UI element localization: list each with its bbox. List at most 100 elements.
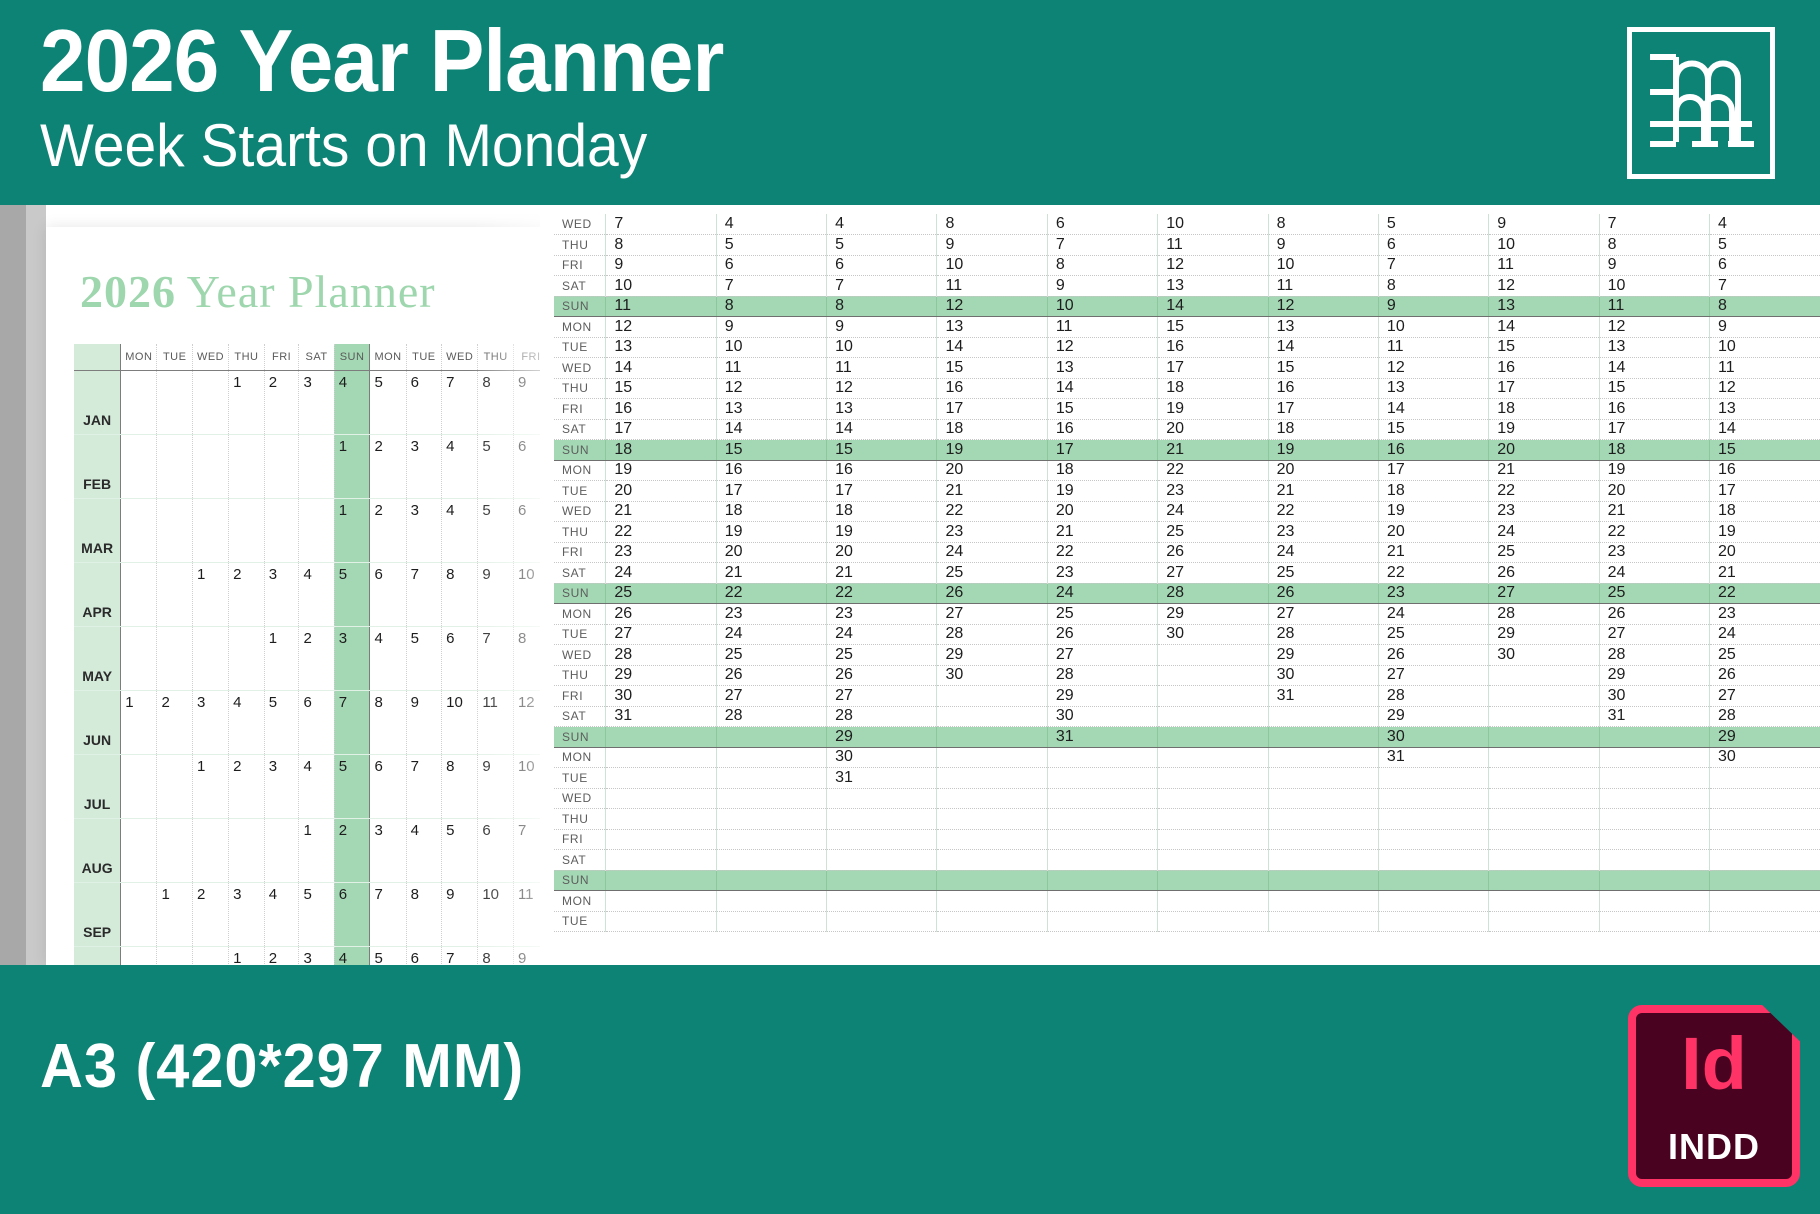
vp-day-label: TUE bbox=[554, 624, 606, 645]
vp-date-cell: 16 bbox=[715, 460, 827, 481]
vp-date-cell bbox=[1046, 767, 1158, 789]
vp-date-cell bbox=[936, 829, 1048, 850]
vp-date-cell: 30 bbox=[1046, 706, 1158, 727]
left-preview-title: 2026 Year Planner bbox=[80, 265, 436, 318]
vp-date-cell: 12 bbox=[1157, 255, 1269, 276]
vp-date-cell: 29 bbox=[1598, 665, 1710, 686]
hp-day-cell: 2 bbox=[264, 946, 300, 965]
vp-date-cell: 9 bbox=[936, 234, 1048, 256]
vp-day-row: MON 26 23 23 27 25 29 27 24 28 26 23 bbox=[554, 603, 1820, 625]
vp-day-label: WED bbox=[554, 214, 606, 235]
hp-day-cell: 6 bbox=[369, 754, 407, 819]
hp-day-cell: 4 bbox=[406, 818, 443, 883]
vp-date-cell: 9 bbox=[1046, 275, 1158, 297]
vp-date-cell bbox=[1157, 808, 1269, 830]
vp-date-cell bbox=[1157, 829, 1269, 850]
vp-date-cell: 30 bbox=[1598, 685, 1710, 707]
vp-date-cell bbox=[605, 788, 717, 809]
vp-date-cell: 23 bbox=[1709, 603, 1820, 625]
vp-date-cell: 23 bbox=[1157, 480, 1269, 502]
vp-day-label: TUE bbox=[554, 911, 606, 932]
vp-date-cell: 8 bbox=[1709, 296, 1820, 317]
hp-day-cell: 2 bbox=[298, 626, 335, 691]
vp-day-label: WED bbox=[554, 501, 606, 522]
vp-date-cell: 21 bbox=[1598, 501, 1710, 522]
vp-date-cell bbox=[1157, 870, 1269, 891]
vp-date-cell: 24 bbox=[1377, 603, 1489, 625]
vp-date-cell: 28 bbox=[1157, 583, 1269, 604]
vp-date-cell bbox=[1046, 849, 1158, 871]
hp-day-cell: 4 bbox=[334, 370, 371, 435]
vp-date-cell bbox=[1598, 890, 1710, 912]
vp-date-cell: 31 bbox=[1046, 726, 1158, 748]
hp-day-cell bbox=[228, 626, 265, 691]
vp-date-cell: 26 bbox=[715, 665, 827, 686]
hp-day-cell: 5 bbox=[406, 626, 443, 691]
vp-date-cell: 22 bbox=[1267, 501, 1379, 522]
vp-date-cell bbox=[605, 849, 717, 871]
vp-date-cell bbox=[936, 911, 1048, 932]
hp-day-cell: 7 bbox=[406, 562, 443, 627]
vp-date-cell: 24 bbox=[1046, 583, 1158, 604]
vp-date-cell bbox=[1598, 870, 1710, 891]
logo-svg bbox=[1650, 54, 1754, 147]
hp-month-label: SEP bbox=[74, 882, 122, 947]
vp-date-cell: 10 bbox=[715, 337, 827, 358]
hp-day-cell: 1 bbox=[264, 626, 300, 691]
vp-date-cell: 23 bbox=[715, 603, 827, 625]
vp-date-cell bbox=[1488, 870, 1600, 891]
hp-day-cell: 1 bbox=[192, 754, 230, 819]
vp-date-cell: 13 bbox=[1157, 275, 1269, 297]
vp-date-cell: 24 bbox=[1598, 562, 1710, 584]
hp-day-cell: 6 bbox=[298, 690, 335, 755]
vp-date-cell: 19 bbox=[1046, 480, 1158, 502]
vp-date-cell: 15 bbox=[936, 357, 1048, 379]
vp-date-cell: 13 bbox=[715, 398, 827, 420]
vp-day-row: WED 21 18 18 22 20 24 22 19 23 21 18 bbox=[554, 501, 1820, 522]
vp-date-cell bbox=[1157, 644, 1269, 666]
hp-month-row: AUG123456789 bbox=[74, 818, 620, 883]
vp-date-cell bbox=[1488, 685, 1600, 707]
hp-month-label: JUN bbox=[74, 690, 122, 755]
vp-day-row: SUN 11 8 8 12 10 14 12 9 13 11 8 bbox=[554, 296, 1820, 317]
vp-day-label: MON bbox=[554, 747, 606, 768]
hp-day-cell: 2 bbox=[369, 434, 407, 499]
hp-day-cell: 6 bbox=[334, 882, 371, 947]
hp-day-cell: 5 bbox=[369, 946, 407, 965]
vp-day-row: TUE 27 24 24 28 26 30 28 25 29 27 24 bbox=[554, 624, 1820, 645]
vp-date-cell: 11 bbox=[1488, 255, 1600, 276]
indd-extension-label: INDD bbox=[1668, 1126, 1760, 1167]
hp-day-cell: 6 bbox=[441, 626, 479, 691]
vp-date-cell: 23 bbox=[1046, 562, 1158, 584]
vp-date-cell: 15 bbox=[1046, 398, 1158, 420]
vp-date-cell: 19 bbox=[1267, 439, 1379, 461]
vp-date-cell bbox=[936, 808, 1048, 830]
hp-day-cell bbox=[156, 754, 193, 819]
vp-date-cell: 19 bbox=[936, 439, 1048, 461]
hp-month-label: FEB bbox=[74, 434, 122, 499]
hp-day-cell bbox=[120, 754, 158, 819]
vp-date-cell: 4 bbox=[1709, 214, 1820, 235]
vp-date-cell: 17 bbox=[715, 480, 827, 502]
hp-day-cell: 7 bbox=[441, 946, 479, 965]
vp-date-cell: 8 bbox=[936, 214, 1048, 235]
hp-day-cell: 6 bbox=[369, 562, 407, 627]
vp-day-row: MON 19 16 16 20 18 22 20 17 21 19 16 bbox=[554, 460, 1820, 481]
vp-date-cell bbox=[715, 870, 827, 891]
vp-date-cell bbox=[936, 870, 1048, 891]
vp-date-cell: 26 bbox=[1267, 583, 1379, 604]
vp-date-cell bbox=[1046, 788, 1158, 809]
vp-date-cell: 12 bbox=[1598, 316, 1710, 338]
vp-date-cell: 9 bbox=[1377, 296, 1489, 317]
vp-date-cell: 18 bbox=[605, 439, 717, 461]
vp-day-label: THU bbox=[554, 378, 606, 399]
vp-date-cell bbox=[1709, 890, 1820, 912]
vp-date-cell: 17 bbox=[1488, 378, 1600, 399]
vp-date-cell bbox=[1267, 829, 1379, 850]
vp-date-cell bbox=[1267, 849, 1379, 871]
vp-date-cell: 12 bbox=[1488, 275, 1600, 297]
vp-date-cell: 6 bbox=[715, 255, 827, 276]
vp-date-cell: 25 bbox=[936, 562, 1048, 584]
hp-day-cell bbox=[264, 818, 300, 883]
hp-day-cell: 5 bbox=[264, 690, 300, 755]
